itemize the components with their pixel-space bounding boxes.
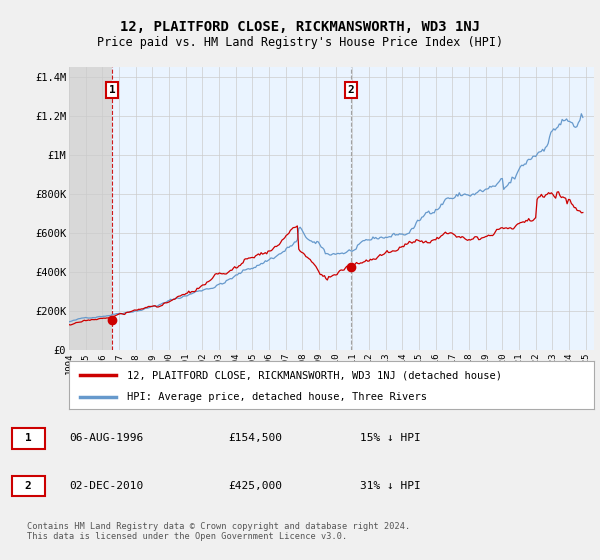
Text: HPI: Average price, detached house, Three Rivers: HPI: Average price, detached house, Thre…	[127, 392, 427, 402]
Text: 31% ↓ HPI: 31% ↓ HPI	[360, 481, 421, 491]
Text: 12, PLAITFORD CLOSE, RICKMANSWORTH, WD3 1NJ: 12, PLAITFORD CLOSE, RICKMANSWORTH, WD3 …	[120, 20, 480, 34]
Text: 15% ↓ HPI: 15% ↓ HPI	[360, 433, 421, 444]
Text: Contains HM Land Registry data © Crown copyright and database right 2024.
This d: Contains HM Land Registry data © Crown c…	[27, 522, 410, 542]
Text: £425,000: £425,000	[228, 481, 282, 491]
Text: 1: 1	[109, 85, 116, 95]
Text: 02-DEC-2010: 02-DEC-2010	[69, 481, 143, 491]
Text: 12, PLAITFORD CLOSE, RICKMANSWORTH, WD3 1NJ (detached house): 12, PLAITFORD CLOSE, RICKMANSWORTH, WD3 …	[127, 371, 502, 380]
Bar	[112, 67, 594, 350]
Text: 06-AUG-1996: 06-AUG-1996	[69, 433, 143, 444]
Text: 2: 2	[347, 85, 355, 95]
Text: Price paid vs. HM Land Registry's House Price Index (HPI): Price paid vs. HM Land Registry's House …	[97, 36, 503, 49]
Text: 2: 2	[25, 481, 32, 491]
Text: 1: 1	[25, 433, 32, 444]
Text: £154,500: £154,500	[228, 433, 282, 444]
Bar	[69, 67, 112, 350]
